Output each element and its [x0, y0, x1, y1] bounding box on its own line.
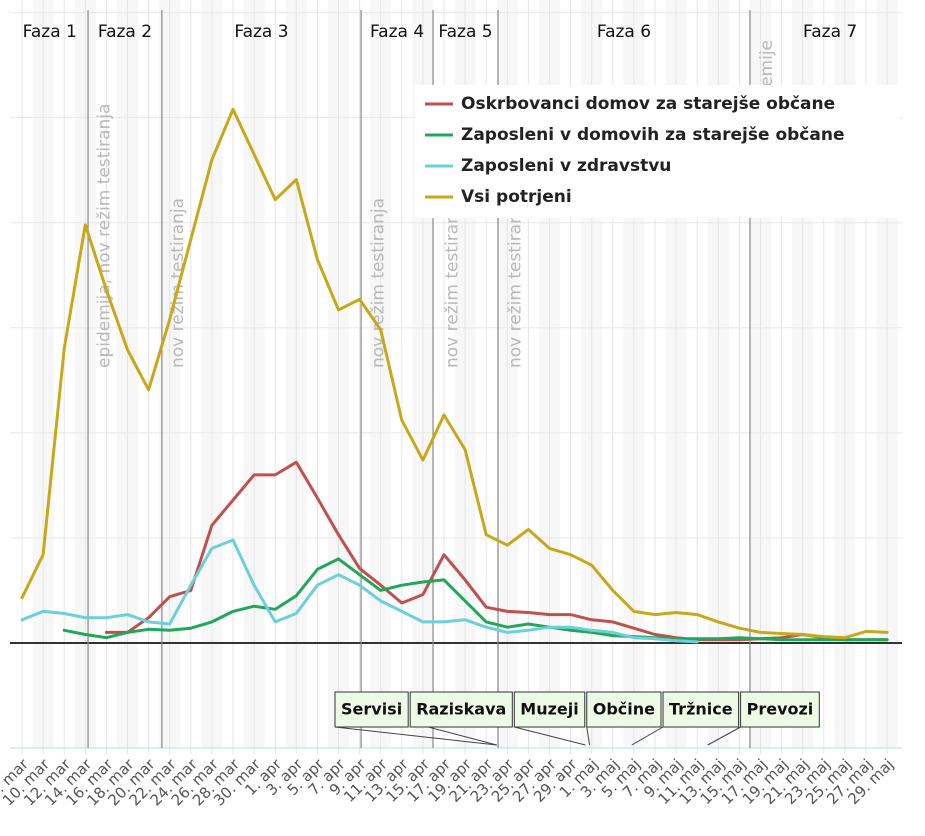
phase-label: Faza 5: [438, 22, 492, 42]
event-label: Muzeji: [520, 700, 578, 719]
phase-label: Faza 7: [803, 22, 857, 42]
event-label: Občine: [593, 700, 655, 719]
event: Muzeji: [513, 691, 586, 746]
event-box: [586, 691, 662, 728]
legend-label: Zaposleni v domovih za starejše občane: [461, 125, 844, 145]
series-line: [20, 538, 699, 644]
annotation: epidemija, nov režim testiranja: [94, 104, 114, 368]
event-label: Tržnice: [669, 700, 733, 719]
event: Tržnice: [631, 691, 740, 746]
event-box: [409, 691, 513, 728]
annotation: nov režim testiranja: [369, 198, 389, 368]
event-connector: [707, 726, 741, 746]
event-connector: [514, 726, 586, 746]
legend-label: Oskrbovanci domov za starejše občane: [461, 94, 835, 114]
event-connector: [428, 726, 497, 746]
event-box: [334, 691, 409, 728]
event-label: Prevozi: [747, 700, 814, 719]
legend: Oskrbovanci domov za starejše občane Zapo…: [415, 85, 900, 218]
phase-label: Faza 6: [597, 22, 651, 42]
event-connector: [334, 726, 497, 746]
event-connector: [631, 726, 664, 746]
event-label: Servisi: [341, 700, 402, 719]
event-connector: [586, 726, 591, 746]
event-box: [513, 691, 586, 728]
phase-label: Faza 1: [23, 22, 77, 42]
legend-label: Vsi potrjeni: [461, 187, 572, 207]
series-line: [62, 557, 889, 642]
phase-label: Faza 3: [234, 22, 288, 42]
event-box: [662, 691, 740, 728]
event-box: [740, 691, 820, 728]
event: Raziskava: [409, 691, 513, 746]
event: Občine: [586, 691, 662, 746]
series-line: [20, 107, 889, 640]
event: Prevozi: [707, 691, 820, 746]
event: Servisi: [334, 691, 497, 746]
phase-label: Faza 2: [98, 22, 152, 42]
legend-box: [415, 85, 900, 218]
annotation: nov režim testiranja: [442, 198, 462, 368]
phase-label: Faza 4: [370, 22, 424, 42]
event-label: Raziskava: [416, 700, 506, 719]
legend-label: Zaposleni v zdravstvu: [461, 156, 671, 176]
